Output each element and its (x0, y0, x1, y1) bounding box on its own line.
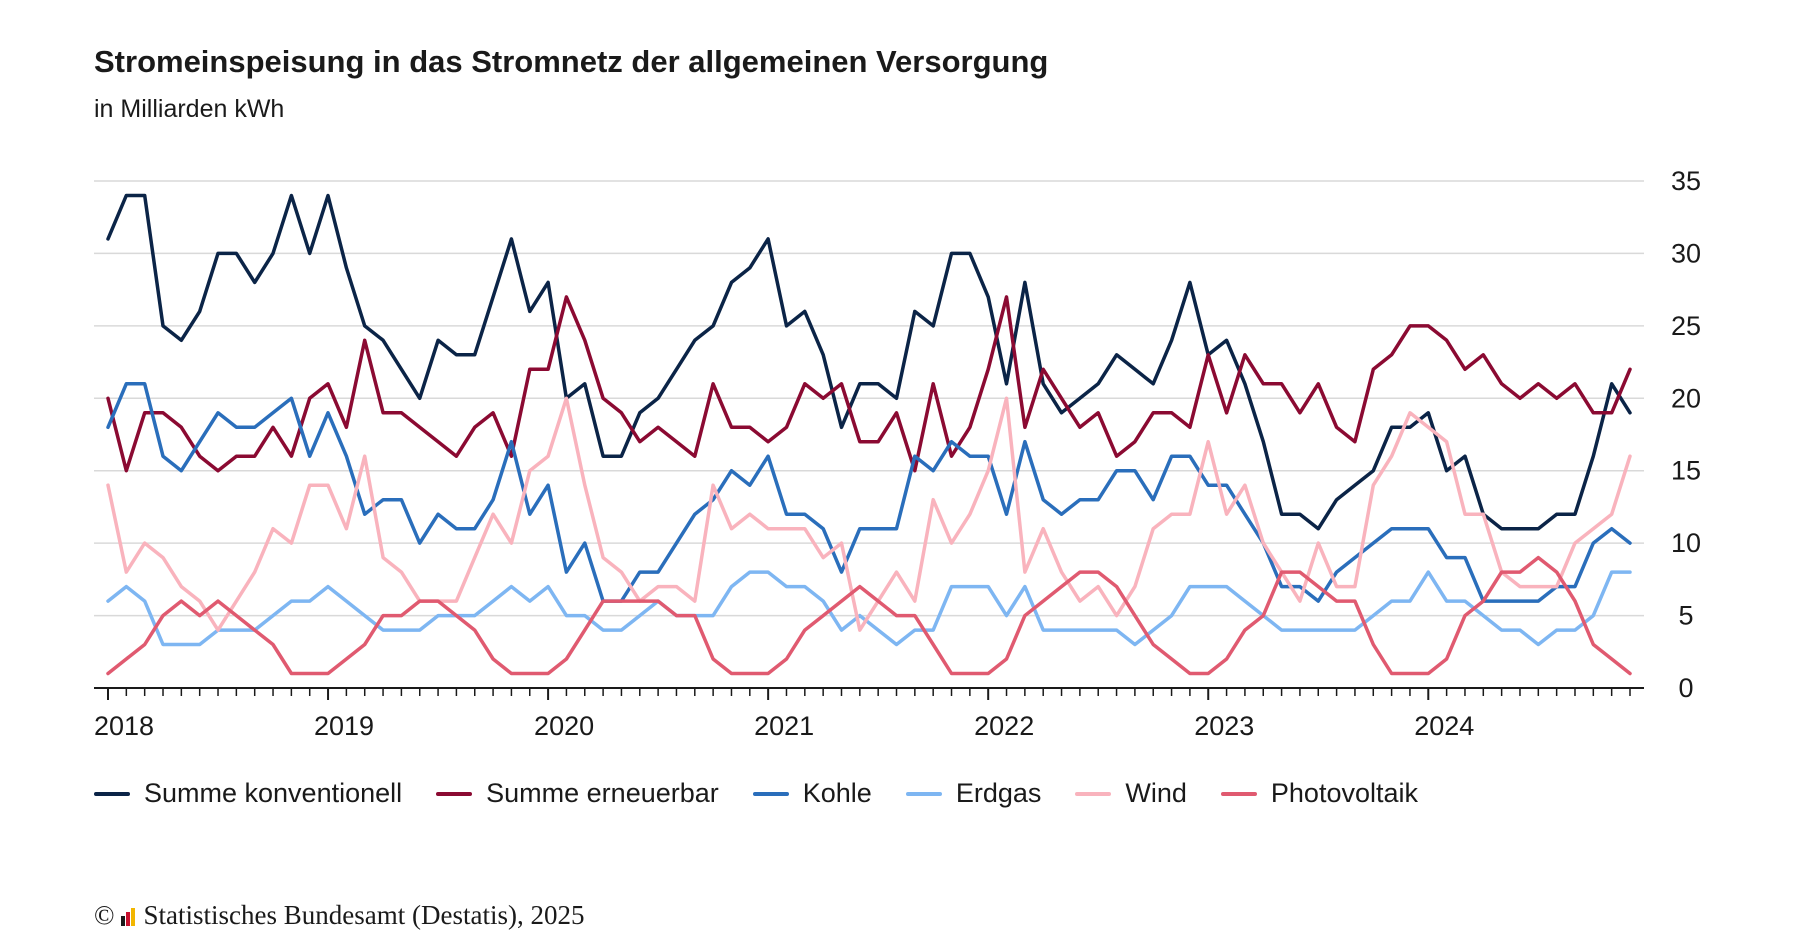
source-text: Statistisches Bundesamt (Destatis), 2025 (143, 900, 585, 930)
legend-swatch (752, 791, 789, 796)
legend-item: Summe konventionell (94, 778, 402, 809)
legend-swatch (1220, 791, 1257, 796)
x-tick-label: 2023 (1194, 711, 1254, 741)
series-lines (106, 193, 1632, 676)
source-credit: © Statistisches Bundesamt (Destatis), 20… (94, 900, 584, 931)
y-tick-label: 35 (1671, 166, 1701, 196)
chart-title: Stromeinspeisung in das Stromnetz der al… (94, 44, 1049, 79)
legend-item: Kohle (752, 778, 872, 809)
legend-label: Wind (1125, 778, 1187, 808)
series-line-4 (106, 396, 1632, 632)
legend-label: Kohle (802, 778, 872, 808)
legend-label: Summe konventionell (144, 778, 403, 808)
legend-swatch (1075, 791, 1112, 796)
x-tick-label: 2019 (314, 711, 374, 741)
series-line-5 (106, 555, 1632, 676)
copyright-symbol: © (94, 900, 115, 930)
y-tick-label: 10 (1671, 528, 1701, 558)
gridlines (94, 180, 1644, 617)
legend-swatch (905, 791, 942, 796)
legend: Summe konventionell Summe erneuerbar Kohle… (94, 778, 1452, 809)
x-tick-label: 2022 (974, 711, 1034, 741)
legend-label: Erdgas (955, 778, 1042, 808)
y-tick-label: 5 (1678, 601, 1693, 631)
x-axis-tick-labels: 2018 2019 2020 2021 2022 2023 2024 (94, 711, 1474, 741)
y-tick-label: 20 (1671, 383, 1701, 413)
legend-label: Photovoltaik (1270, 778, 1418, 808)
y-tick-label: 25 (1671, 311, 1701, 341)
x-tick-label: 2021 (754, 711, 814, 741)
y-axis-tick-labels: 0 5 10 15 20 25 30 35 (1671, 166, 1701, 703)
legend-item: Summe erneuerbar (436, 778, 719, 809)
chart-subtitle: in Milliarden kWh (94, 95, 285, 123)
x-tick-label: 2020 (534, 711, 594, 741)
x-axis (94, 687, 1644, 700)
legend-swatch (436, 791, 473, 796)
x-tick-label: 2024 (1414, 711, 1474, 741)
y-tick-label: 30 (1671, 238, 1701, 268)
y-tick-label: 0 (1678, 673, 1693, 703)
series-line-3 (106, 570, 1632, 647)
legend-item: Erdgas (905, 778, 1042, 809)
series-line-2 (106, 382, 1632, 603)
y-tick-label: 15 (1671, 456, 1701, 486)
destatis-logo-icon (120, 906, 136, 926)
legend-item: Wind (1075, 778, 1187, 809)
legend-label: Summe erneuerbar (486, 778, 719, 808)
series-line-1 (106, 295, 1632, 473)
x-tick-label: 2018 (94, 711, 154, 741)
legend-item: Photovoltaik (1220, 778, 1418, 809)
series-line-0 (106, 193, 1632, 531)
legend-swatch (94, 791, 130, 796)
